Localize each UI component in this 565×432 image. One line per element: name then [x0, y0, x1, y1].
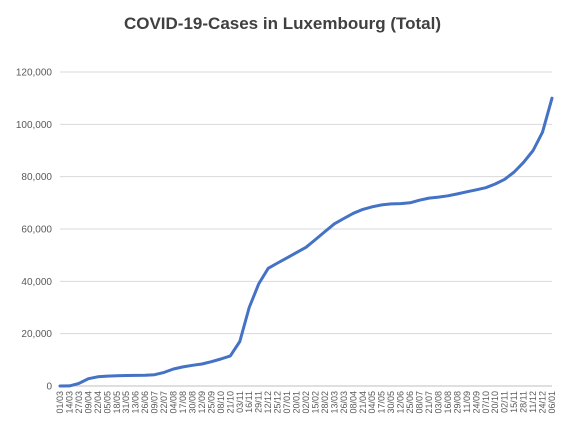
- x-tick-label: 11/12: [528, 391, 538, 413]
- y-tick-label: 100,000: [16, 120, 53, 131]
- x-tick-label: 20/10: [490, 391, 500, 414]
- x-tick-label: 22/04: [93, 391, 103, 414]
- x-tick-label: 21/04: [358, 391, 368, 414]
- x-tick-label: 02/11: [500, 391, 510, 413]
- x-tick-label: 25/06: [405, 391, 415, 414]
- x-tick-label: 25/09: [206, 391, 216, 414]
- x-tick-label: 20/01: [292, 391, 302, 414]
- x-tick-label: 27/03: [74, 391, 84, 414]
- y-axis-ticks: 0 20,000 40,000 60,000 80,000 100,000 120,000: [16, 68, 53, 393]
- x-tick-label: 28/11: [519, 391, 529, 413]
- x-tick-label: 02/02: [301, 391, 311, 414]
- x-tick-label: 29/08: [452, 391, 462, 414]
- y-tick-label: 0: [46, 382, 52, 393]
- x-tick-label: 17/05: [377, 391, 387, 414]
- x-tick-label: 24/09: [471, 391, 481, 414]
- x-tick-label: 04/08: [169, 391, 179, 414]
- x-tick-label: 07/10: [481, 391, 491, 414]
- x-tick-label: 30/05: [386, 391, 396, 414]
- chart-title: COVID-19-Cases in Luxembourg (Total): [123, 14, 442, 33]
- x-tick-label: 09/07: [150, 391, 160, 414]
- x-tick-label: 30/08: [187, 391, 197, 414]
- x-tick-label: 03/11: [235, 391, 245, 413]
- x-tick-label: 06/01: [547, 391, 557, 414]
- y-tick-label: 60,000: [21, 225, 52, 236]
- y-tick-label: 120,000: [16, 68, 53, 79]
- x-tick-label: 15/11: [509, 391, 519, 413]
- y-tick-label: 20,000: [21, 329, 52, 340]
- series-line: [58, 96, 554, 388]
- x-tick-label: 08/10: [216, 391, 226, 414]
- x-tick-label: 16/11: [244, 391, 254, 413]
- x-tick-label: 01/03: [55, 391, 65, 414]
- x-tick-label: 25/12: [273, 391, 283, 414]
- gridlines: [60, 71, 552, 335]
- x-tick-label: 16/08: [443, 391, 453, 414]
- x-tick-label: 26/03: [339, 391, 349, 414]
- x-tick-label: 08/04: [348, 391, 358, 414]
- x-tick-label: 12/06: [396, 391, 406, 414]
- x-tick-label: 14/03: [64, 391, 74, 414]
- x-tick-label: 24/12: [538, 391, 548, 414]
- x-tick-label: 18/05: [112, 391, 122, 414]
- x-tick-label: 31/05: [121, 391, 131, 414]
- x-tick-label: 03/08: [433, 391, 443, 414]
- x-tick-label: 21/10: [225, 391, 235, 414]
- x-tick-label: 07/01: [282, 391, 292, 414]
- x-tick-label: 11/09: [462, 391, 472, 413]
- x-tick-label: 04/05: [367, 391, 377, 414]
- x-tick-label: 22/07: [159, 391, 169, 414]
- y-tick-label: 40,000: [21, 277, 52, 288]
- x-tick-label: 15/02: [310, 391, 320, 414]
- x-axis-ticks: 01/03 14/03 27/03 09/04 22/04 05/05 18/05 31/05…: [55, 391, 557, 414]
- x-tick-label: 17/08: [178, 391, 188, 414]
- x-tick-label: 28/02: [320, 391, 330, 414]
- x-tick-label: 05/05: [102, 391, 112, 414]
- x-tick-label: 21/07: [424, 391, 434, 414]
- x-tick-label: 08/07: [415, 391, 425, 414]
- x-tick-label: 13/03: [329, 391, 339, 414]
- x-tick-label: 13/06: [131, 391, 141, 414]
- x-tick-label: 09/04: [83, 391, 93, 414]
- x-tick-label: 26/06: [140, 391, 150, 414]
- y-tick-label: 80,000: [21, 172, 52, 183]
- x-tick-label: 12/12: [263, 391, 273, 414]
- x-tick-label: 29/11: [254, 391, 264, 413]
- x-tick-label: 12/09: [197, 391, 207, 414]
